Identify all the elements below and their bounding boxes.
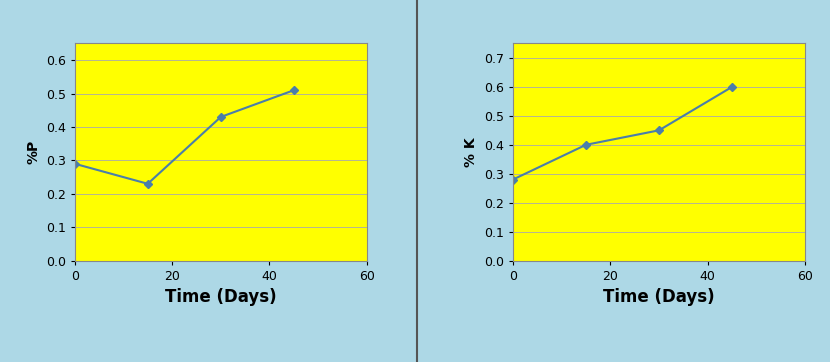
X-axis label: Time (Days): Time (Days) [165, 288, 276, 306]
Y-axis label: % K: % K [464, 137, 478, 167]
X-axis label: Time (Days): Time (Days) [603, 288, 715, 306]
Y-axis label: %P: %P [26, 140, 40, 164]
